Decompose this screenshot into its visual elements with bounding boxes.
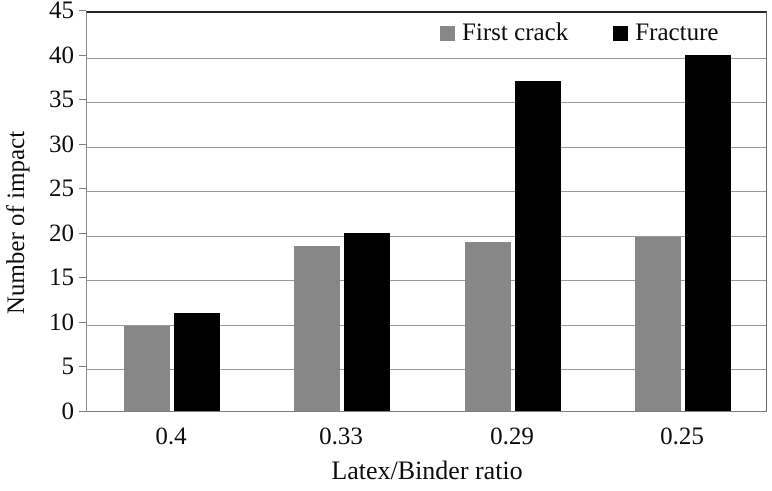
y-tick-mark-30 <box>79 144 86 145</box>
legend-entry-fracture: Fracture <box>613 19 719 47</box>
y-tick-label-0: 0 <box>61 398 75 425</box>
y-tick-label-35: 35 <box>49 86 74 113</box>
y-tick-mark-45 <box>79 10 86 11</box>
x-tick-label-0.33: 0.33 <box>319 423 363 450</box>
bar-first-crack-0.25 <box>635 237 681 411</box>
legend-label-fracture: Fracture <box>635 19 719 46</box>
y-tick-label-20: 20 <box>49 220 74 247</box>
y-tick-mark-10 <box>79 322 86 323</box>
x-tick-label-0.4: 0.4 <box>155 423 187 450</box>
gridline-y-15 <box>87 280 766 282</box>
gridline-y-30 <box>87 146 766 148</box>
legend-swatch-fracture <box>613 25 629 41</box>
y-tick-mark-15 <box>79 277 86 278</box>
legend-label-first-crack: First crack <box>462 19 569 46</box>
gridline-y-10 <box>87 324 766 326</box>
gridline-y-5 <box>87 369 766 371</box>
x-tick-label-0.29: 0.29 <box>490 423 534 450</box>
y-tick-label-25: 25 <box>49 175 74 202</box>
y-tick-mark-5 <box>79 366 86 367</box>
y-tick-label-15: 15 <box>49 264 74 291</box>
legend: First crack Fracture <box>440 19 719 47</box>
x-axis-title: Latex/Binder ratio <box>331 456 523 485</box>
x-tick-label-0.25: 0.25 <box>660 423 704 450</box>
gridline-y-25 <box>87 191 766 193</box>
y-tick-mark-25 <box>79 188 86 189</box>
legend-swatch-first-crack <box>440 25 455 41</box>
y-tick-label-40: 40 <box>49 42 74 69</box>
legend-entry-first-crack: First crack <box>440 19 568 47</box>
bar-first-crack-0.4 <box>124 326 170 411</box>
gridline-y-35 <box>87 102 766 104</box>
y-tick-label-5: 5 <box>61 353 75 380</box>
y-tick-mark-40 <box>79 55 86 56</box>
y-tick-mark-35 <box>79 99 86 100</box>
y-tick-label-45: 45 <box>49 0 74 24</box>
bar-first-crack-0.33 <box>294 246 340 411</box>
y-tick-mark-0 <box>79 411 86 412</box>
y-tick-label-10: 10 <box>49 309 74 336</box>
plot-area <box>86 11 767 412</box>
bar-fracture-0.33 <box>344 233 390 411</box>
gridline-y-20 <box>87 235 766 237</box>
y-tick-mark-20 <box>79 233 86 234</box>
bar-first-crack-0.29 <box>465 242 511 411</box>
bar-fracture-0.29 <box>515 81 561 411</box>
gridline-y-40 <box>87 57 766 59</box>
bar-fracture-0.25 <box>685 55 731 411</box>
y-tick-label-30: 30 <box>49 131 74 158</box>
bar-fracture-0.4 <box>174 313 220 411</box>
